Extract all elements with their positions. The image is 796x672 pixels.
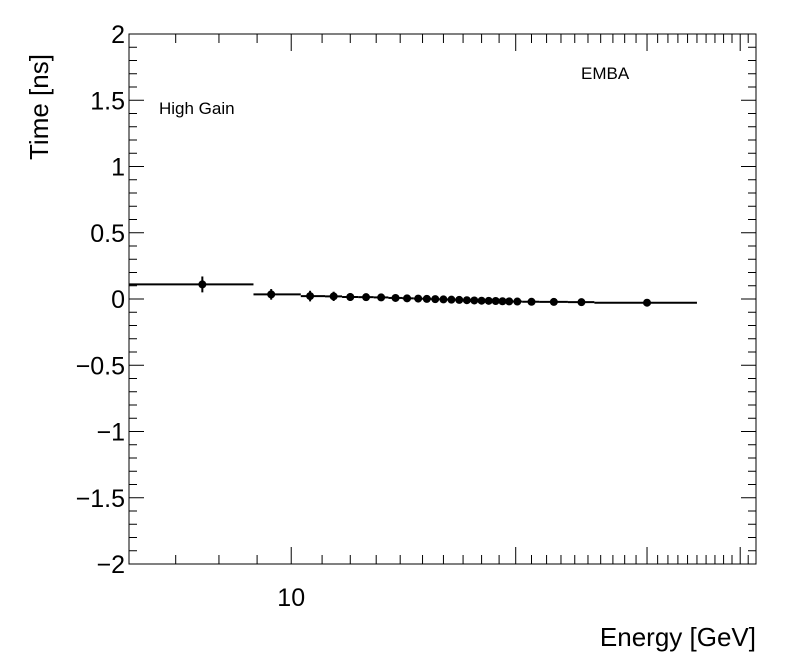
- data-point: [447, 295, 456, 304]
- data-point: [413, 294, 423, 303]
- point-marker: [422, 294, 431, 303]
- point-marker: [527, 297, 536, 306]
- data-point: [462, 296, 471, 305]
- point-marker: [447, 295, 456, 304]
- point-marker: [431, 295, 440, 304]
- point-marker: [377, 293, 386, 302]
- data-point: [439, 295, 448, 304]
- point-marker: [470, 296, 479, 305]
- point-marker: [414, 294, 423, 303]
- point-marker: [462, 296, 471, 305]
- point-marker: [391, 293, 400, 302]
- point-marker: [513, 297, 522, 306]
- data-point: [422, 294, 432, 303]
- point-marker: [198, 280, 207, 289]
- y-axis-label: Time [ns]: [24, 54, 54, 160]
- point-marker: [643, 298, 652, 307]
- point-marker: [484, 296, 493, 305]
- point-marker: [477, 296, 486, 305]
- point-marker: [403, 294, 412, 303]
- point-marker: [455, 295, 464, 304]
- y-tick-label: 0.5: [90, 220, 125, 248]
- y-tick-label: 2: [111, 21, 125, 49]
- point-marker: [346, 293, 355, 302]
- point-marker: [505, 297, 514, 306]
- data-point: [522, 297, 540, 306]
- x-tick-label: 10: [277, 584, 305, 612]
- y-tick-label: −1: [96, 419, 125, 447]
- data-point: [300, 290, 326, 302]
- data-point: [539, 297, 568, 306]
- y-tick-label: 1.5: [90, 87, 125, 115]
- point-marker: [491, 296, 500, 305]
- data-point: [512, 297, 523, 306]
- data-point: [388, 293, 403, 302]
- data-point: [431, 295, 440, 304]
- data-point: [455, 295, 464, 304]
- data-point: [402, 294, 414, 303]
- data-point: [491, 296, 500, 305]
- region-annotation: EMBA: [581, 64, 630, 83]
- data-point: [484, 296, 493, 305]
- x-axis-label: Energy [GeV]: [600, 622, 756, 652]
- point-marker: [577, 298, 586, 307]
- data-point: [567, 298, 595, 307]
- y-tick-label: −1.5: [76, 485, 125, 513]
- data-point: [498, 297, 507, 306]
- data-point: [325, 291, 343, 301]
- point-marker: [362, 293, 371, 302]
- data-point: [594, 298, 697, 307]
- data-point: [342, 293, 359, 302]
- y-tick-label: 1: [111, 154, 125, 182]
- point-marker: [498, 297, 507, 306]
- point-marker: [306, 292, 315, 301]
- data-point: [477, 296, 486, 305]
- data-point: [505, 297, 514, 306]
- data-points: [129, 276, 697, 307]
- point-marker: [549, 297, 558, 306]
- y-tick-label: −2: [96, 551, 125, 579]
- point-marker: [329, 292, 338, 301]
- data-point: [358, 293, 374, 302]
- point-marker: [439, 295, 448, 304]
- point-marker: [267, 290, 276, 299]
- gain-annotation: High Gain: [159, 99, 235, 118]
- data-point: [253, 289, 301, 300]
- data-point: [129, 276, 254, 293]
- data-point: [373, 293, 389, 302]
- y-tick-label: 0: [111, 286, 125, 314]
- y-axis: 2 1.5 1 0.5 0 −0.5 −1 −1.5 −2: [76, 21, 756, 579]
- y-tick-label: −0.5: [76, 352, 125, 380]
- x-axis: 10: [175, 34, 757, 612]
- data-point: [470, 296, 479, 305]
